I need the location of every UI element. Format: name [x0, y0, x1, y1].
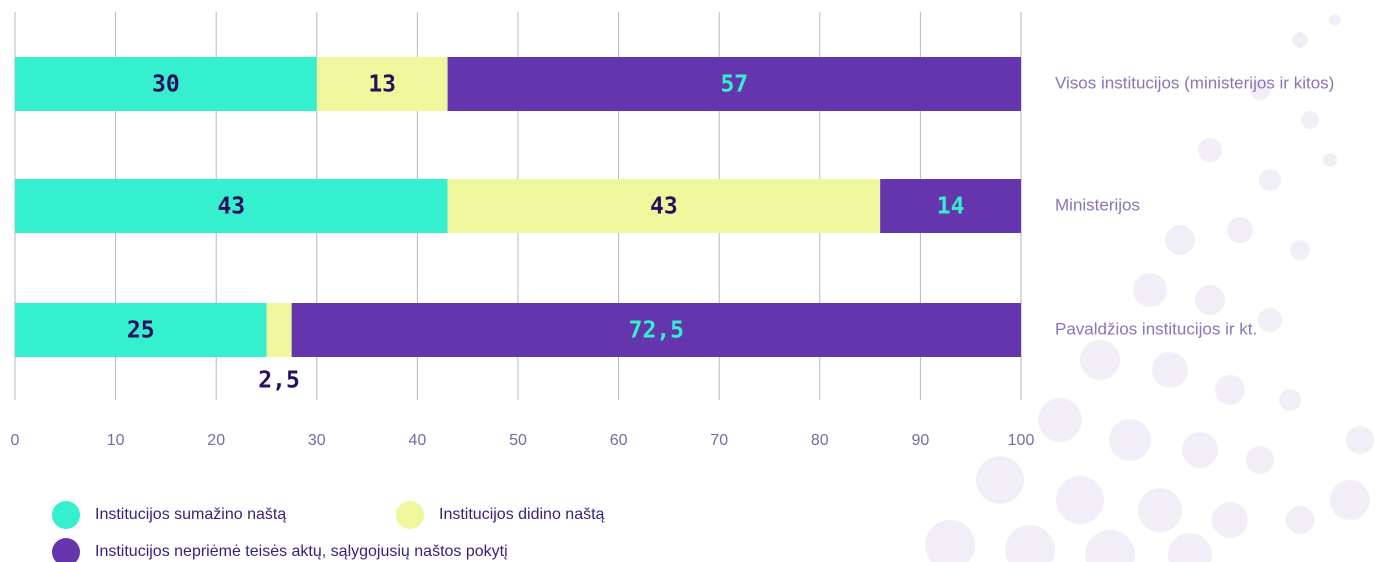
value-label: 2,5 — [258, 368, 300, 394]
x-tick-label: 10 — [107, 432, 125, 449]
background-dots — [925, 14, 1374, 562]
bar-segment — [15, 303, 267, 357]
value-label: 43 — [217, 194, 245, 220]
bar-segment — [316, 57, 448, 111]
legend-swatch — [396, 501, 424, 529]
x-tick-label: 30 — [308, 432, 326, 449]
x-tick-label: 80 — [811, 432, 829, 449]
x-tick-label: 20 — [207, 432, 225, 449]
bar-segment — [266, 303, 292, 357]
legend-swatch — [52, 538, 80, 562]
category-label: Visos institucijos (ministerijos ir kito… — [1055, 73, 1334, 92]
category-label: Ministerijos — [1055, 195, 1140, 214]
value-label: 14 — [937, 194, 965, 220]
category-label: Pavaldžios institucijos ir kt. — [1055, 319, 1257, 338]
value-label: 25 — [127, 318, 155, 344]
value-label: 13 — [368, 72, 396, 98]
x-tick-label: 50 — [509, 432, 527, 449]
legend-label: Institucijos sumažino naštą — [95, 506, 286, 523]
bar-segment — [15, 179, 448, 233]
legend-label: Institucijos nepriėmė teisės aktų, sąlyg… — [95, 543, 508, 560]
value-label: 30 — [152, 72, 180, 98]
legend-label: Institucijos didino naštą — [439, 506, 605, 523]
bar-segment — [447, 57, 1022, 111]
bar-segment — [880, 179, 1021, 233]
x-tick-label: 90 — [912, 432, 930, 449]
bar-segment — [291, 303, 1021, 357]
x-tick-label: 60 — [610, 432, 628, 449]
value-label: 43 — [650, 194, 678, 220]
x-tick-label: 0 — [11, 432, 20, 449]
legend-swatch — [52, 501, 80, 529]
x-tick-label: 100 — [1008, 432, 1035, 449]
value-label: 57 — [720, 72, 748, 98]
x-tick-label: 40 — [409, 432, 427, 449]
value-label: 72,5 — [629, 318, 684, 344]
bar-segment — [15, 57, 317, 111]
x-tick-label: 70 — [710, 432, 728, 449]
bar-segment — [447, 179, 881, 233]
